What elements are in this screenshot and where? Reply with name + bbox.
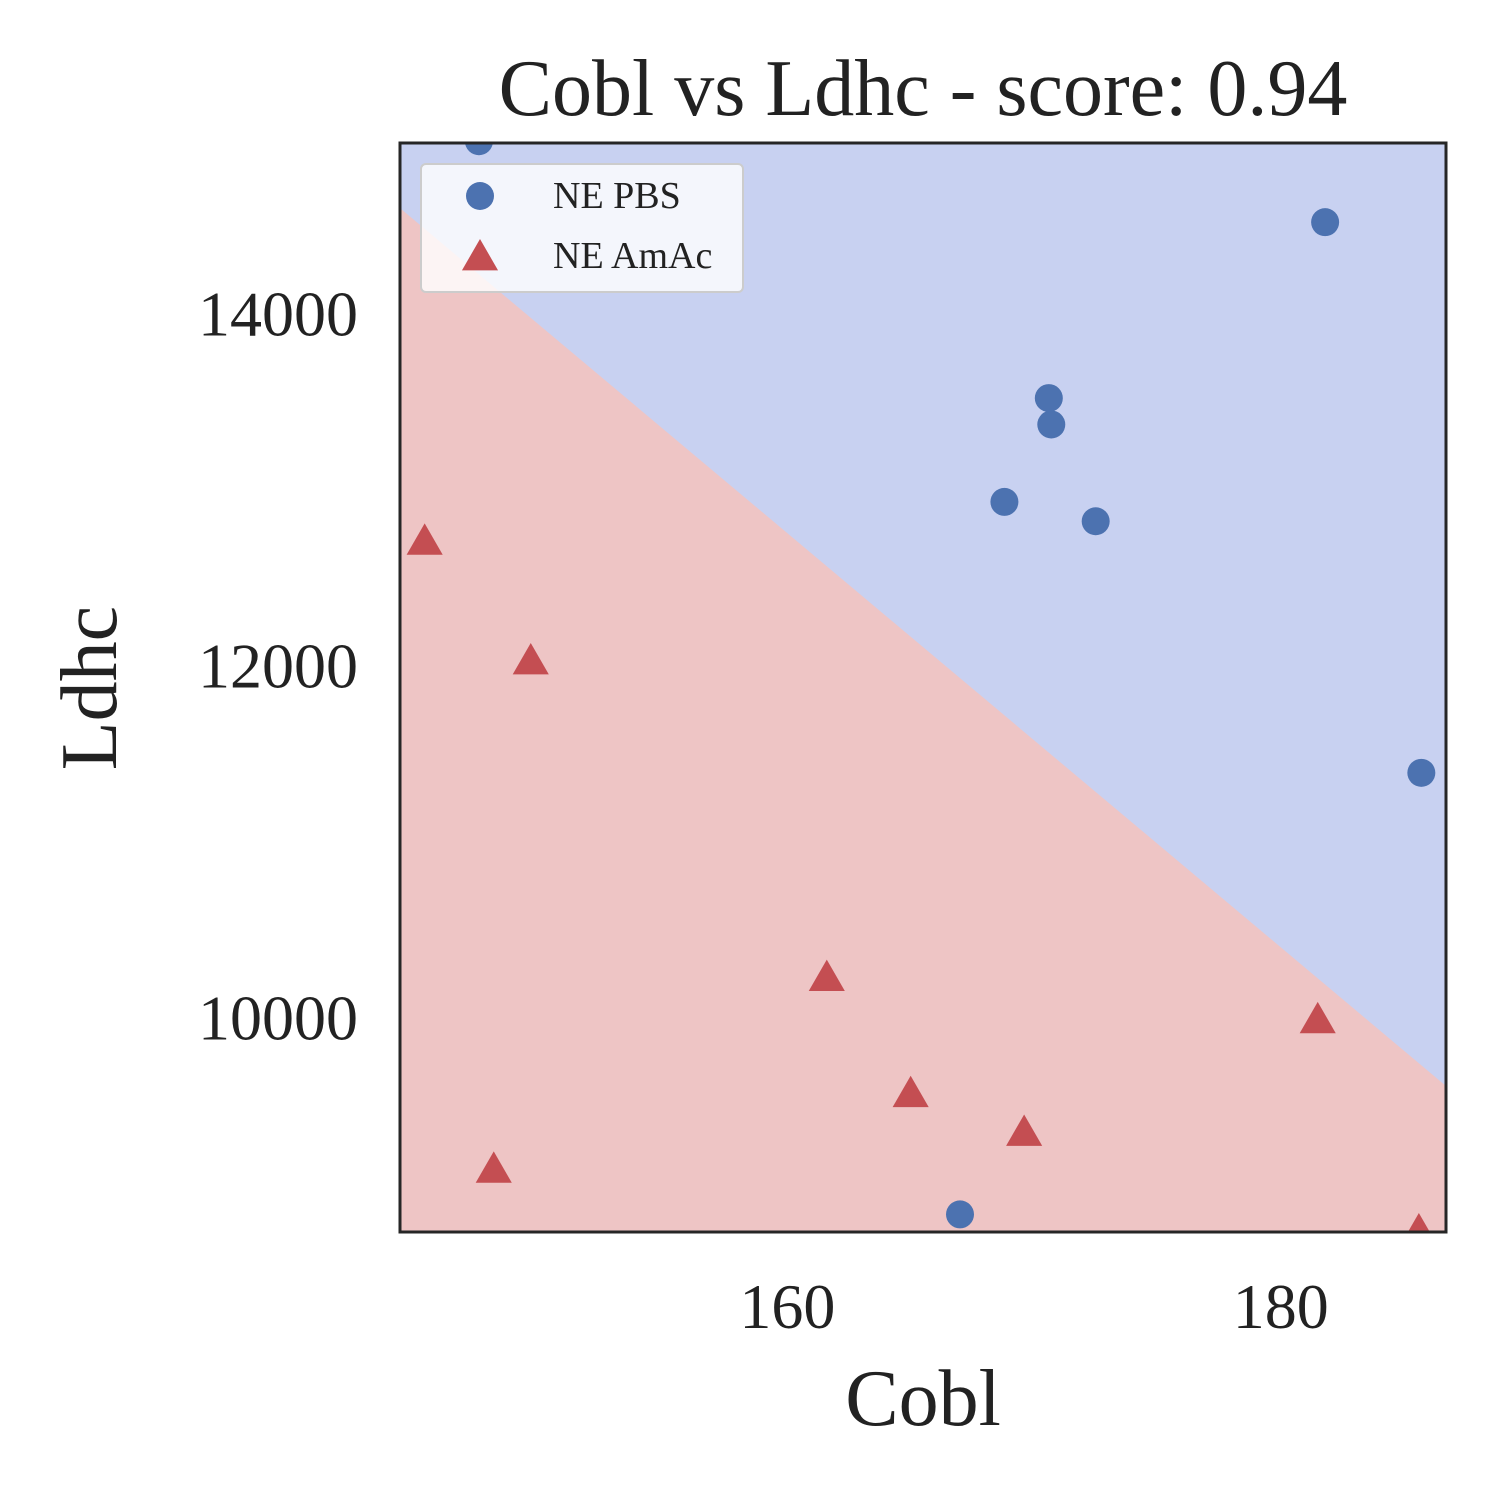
legend-label-ne-pbs: NE PBS	[553, 175, 681, 217]
point-ne-amac-2	[512, 642, 549, 675]
legend: NE PBS NE AmAc	[420, 163, 744, 293]
x-axis-ticks: 160 180	[739, 1271, 1328, 1342]
point-ne-pbs-7	[1407, 758, 1436, 787]
point-ne-amac-5	[1006, 1114, 1043, 1146]
legend-marker-ne-pbs	[466, 182, 494, 210]
point-ne-pbs-1	[465, 143, 493, 156]
data-markers	[406, 143, 1436, 1232]
point-ne-pbs-3	[1034, 384, 1063, 413]
x-tick-label: 180	[1233, 1271, 1329, 1342]
y-axis-label: Ldhc	[46, 606, 134, 770]
y-tick-label: 10000	[198, 982, 358, 1053]
legend-box	[420, 163, 744, 293]
point-ne-pbs-8	[946, 1200, 975, 1229]
plot-area	[400, 143, 1446, 1232]
region-ne-amac	[400, 208, 1446, 1232]
point-ne-pbs-5	[990, 487, 1019, 516]
point-ne-pbs-2	[1311, 208, 1340, 237]
point-ne-amac-3	[808, 959, 845, 992]
y-axis-ticks: 10000 12000 14000	[198, 279, 358, 1054]
x-tick-label: 160	[739, 1271, 835, 1342]
chart-title: Cobl vs Ldhc - score: 0.94	[499, 45, 1348, 133]
y-tick-label: 14000	[198, 279, 358, 350]
point-ne-pbs-6	[1081, 507, 1110, 536]
point-ne-amac-4	[892, 1075, 929, 1108]
point-ne-amac-7	[1299, 1001, 1336, 1034]
point-ne-amac-6	[475, 1151, 512, 1183]
legend-marker-ne-amac	[461, 239, 499, 271]
y-tick-label: 12000	[198, 631, 358, 702]
point-ne-amac-1	[406, 523, 443, 555]
x-axis-label: Cobl	[845, 1355, 1001, 1443]
plot-frame	[398, 141, 1448, 1234]
legend-label-ne-amac: NE AmAc	[553, 235, 712, 277]
point-ne-pbs-4	[1037, 410, 1066, 439]
point-ne-amac-8	[1407, 1213, 1430, 1232]
